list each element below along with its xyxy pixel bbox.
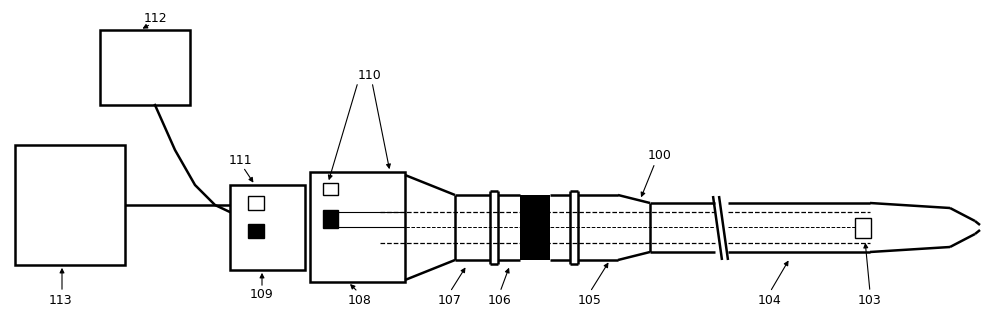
- Bar: [100, 30, 190, 105]
- Bar: [15, 145, 125, 265]
- Bar: [520, 195, 550, 260]
- Bar: [248, 196, 264, 210]
- Text: 104: 104: [758, 293, 782, 307]
- Text: 105: 105: [578, 293, 602, 307]
- Text: 110: 110: [358, 68, 382, 82]
- Text: 109: 109: [250, 289, 274, 301]
- Bar: [230, 185, 305, 270]
- Text: 108: 108: [348, 293, 372, 307]
- Bar: [323, 210, 338, 228]
- Bar: [248, 224, 264, 238]
- Bar: [323, 183, 338, 195]
- Bar: [310, 172, 405, 282]
- Text: 100: 100: [648, 148, 672, 162]
- Text: 113: 113: [48, 293, 72, 307]
- Text: 107: 107: [438, 293, 462, 307]
- Text: 111: 111: [228, 154, 252, 166]
- Text: 112: 112: [143, 12, 167, 25]
- Bar: [855, 218, 871, 238]
- Text: 106: 106: [488, 293, 512, 307]
- Text: 103: 103: [858, 293, 882, 307]
